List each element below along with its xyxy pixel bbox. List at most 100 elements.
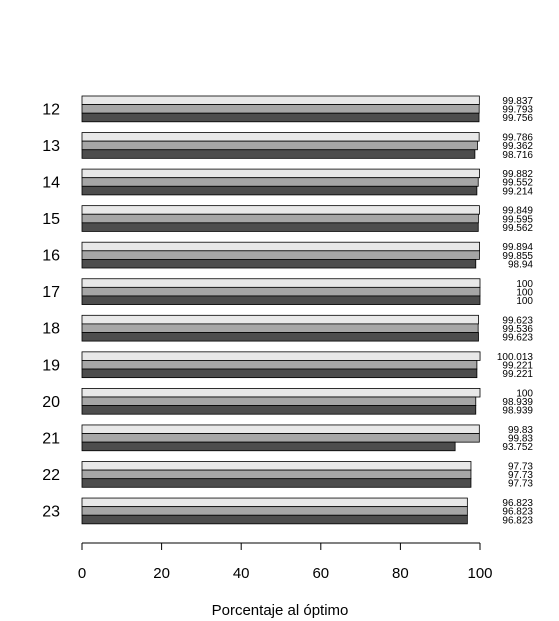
data-label: 99.83 <box>508 425 533 436</box>
category-label: 17 <box>42 284 60 301</box>
bar <box>81 140 478 151</box>
x-tick-label: 20 <box>153 565 170 582</box>
bar <box>81 132 480 142</box>
bar <box>81 424 480 434</box>
bar <box>81 222 479 232</box>
data-label: 99.362 <box>502 141 533 152</box>
bar <box>81 213 479 224</box>
bar <box>81 514 468 525</box>
data-label: 99.793 <box>502 105 533 116</box>
data-label: 99.786 <box>502 133 533 144</box>
data-label: 97.73 <box>508 462 533 473</box>
bar <box>81 497 468 508</box>
bar <box>81 177 479 187</box>
data-label: 100 <box>516 388 533 399</box>
data-label: 100.013 <box>497 352 534 363</box>
category-label: 18 <box>42 321 60 338</box>
bar <box>81 332 479 342</box>
data-label: 99.756 <box>502 113 533 124</box>
bar <box>81 441 456 452</box>
bar <box>81 506 468 516</box>
data-label: 99.882 <box>502 169 533 180</box>
bar <box>81 387 481 398</box>
data-label: 98.716 <box>502 150 533 161</box>
bar <box>81 250 480 260</box>
data-label: 99.623 <box>502 333 533 344</box>
category-label: 20 <box>42 394 60 411</box>
bar <box>81 278 481 288</box>
bar <box>81 205 480 215</box>
data-label: 100 <box>516 296 533 307</box>
data-label: 99.221 <box>502 360 533 371</box>
data-label: 96.823 <box>502 507 533 518</box>
data-label: 99.623 <box>502 315 533 326</box>
x-tick-label: 80 <box>392 565 409 582</box>
bar <box>81 112 480 123</box>
x-tick-label: 60 <box>312 565 329 582</box>
category-label: 15 <box>42 211 60 228</box>
bar <box>81 351 481 361</box>
category-label: 14 <box>42 175 60 192</box>
category-label: 19 <box>42 357 60 374</box>
bar <box>81 149 476 159</box>
data-label: 93.752 <box>502 442 533 453</box>
bar <box>81 258 477 269</box>
x-tick-label: 40 <box>233 565 250 582</box>
data-label: 99.562 <box>502 223 533 234</box>
data-label: 97.73 <box>508 470 533 481</box>
category-label: 21 <box>42 430 60 447</box>
data-label: 99.83 <box>508 434 533 445</box>
x-tick-label: 0 <box>78 565 86 582</box>
bar <box>81 469 472 480</box>
data-label: 98.939 <box>502 397 533 408</box>
x-tick-label: 100 <box>467 565 492 582</box>
bar <box>81 286 481 297</box>
bar <box>81 478 472 488</box>
category-label: 12 <box>42 101 60 118</box>
data-label: 99.837 <box>502 96 533 107</box>
bar <box>81 396 477 407</box>
data-label: 98.94 <box>508 259 533 270</box>
bar <box>81 433 480 443</box>
data-label: 96.823 <box>502 515 533 526</box>
bar <box>81 241 480 252</box>
bar <box>81 185 478 196</box>
x-axis: 0 20 40 60 80 100 <box>78 542 493 582</box>
data-label: 99.849 <box>502 206 533 217</box>
data-label: 99.552 <box>502 178 533 189</box>
category-label: 13 <box>42 138 60 155</box>
x-axis-title: Porcentaje al óptimo <box>212 602 349 619</box>
bar <box>81 405 477 415</box>
category-label: 16 <box>42 248 60 265</box>
bar <box>81 104 480 114</box>
category-label: 23 <box>42 503 60 520</box>
bar <box>81 95 480 106</box>
data-label: 99.894 <box>502 242 533 253</box>
data-label: 100 <box>516 287 533 298</box>
data-label: 99.536 <box>502 324 533 335</box>
bar <box>81 295 481 305</box>
data-label: 98.939 <box>502 406 533 417</box>
data-label: 100 <box>516 279 533 290</box>
bar <box>81 461 472 471</box>
bar <box>81 360 478 370</box>
data-label: 99.221 <box>502 369 533 380</box>
data-label: 96.823 <box>502 498 533 509</box>
bar <box>81 168 480 179</box>
data-label: 99.214 <box>502 186 533 197</box>
data-label: 99.595 <box>502 214 533 225</box>
